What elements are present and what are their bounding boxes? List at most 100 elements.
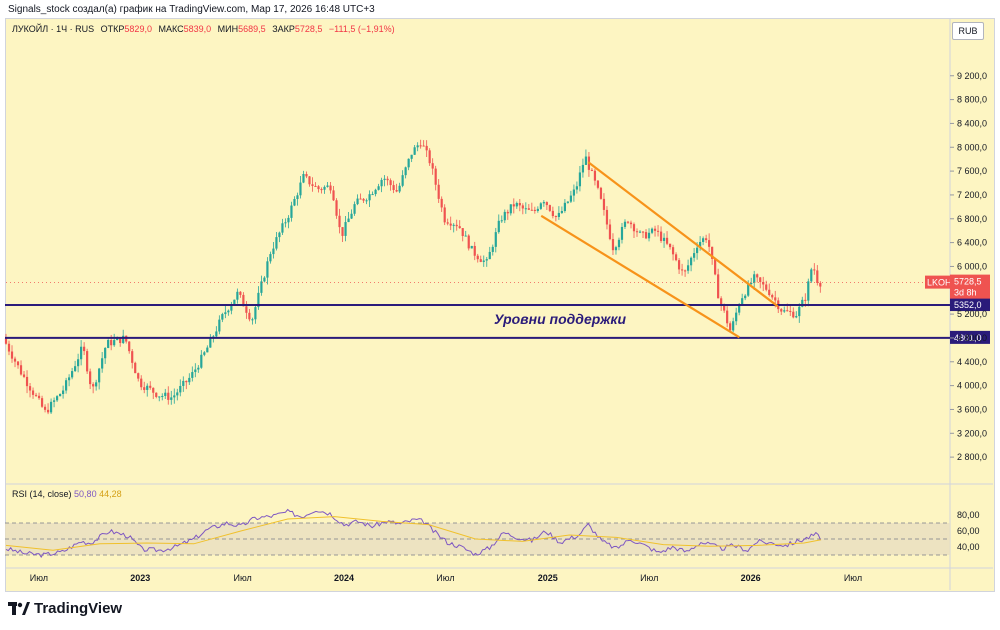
candle-body (233, 299, 236, 305)
candle-body (747, 283, 750, 296)
candle-body (128, 341, 131, 352)
candle-body (104, 347, 107, 359)
candle-body (446, 222, 449, 224)
candle-body (152, 387, 155, 393)
candle-body (356, 198, 359, 205)
candle-body (723, 304, 726, 311)
candle-body (440, 198, 443, 208)
candle-body (401, 175, 404, 186)
candle-body (732, 321, 735, 331)
candle-body (714, 258, 717, 275)
candle-body (702, 238, 705, 242)
candle-body (134, 362, 137, 374)
candle-body (83, 346, 86, 352)
y-tick-label: 8 800,0 (957, 95, 987, 105)
y-tick-label: 4 800,0 (957, 333, 987, 343)
candle-body (254, 307, 257, 320)
high-label: МАКС (158, 24, 184, 34)
candle-body (71, 371, 74, 378)
candle-body (98, 368, 101, 383)
candle-body (284, 222, 287, 224)
candle-body (536, 208, 539, 211)
candle-body (512, 204, 515, 207)
candle-body (19, 365, 23, 375)
candle-body (497, 220, 500, 233)
y-tick-label: 6 800,0 (957, 214, 987, 224)
candle-body (371, 194, 374, 196)
rsi-line (5, 508, 822, 559)
candle-body (43, 406, 47, 410)
candle-body (299, 182, 302, 196)
candle-body (819, 282, 822, 287)
candle-body (149, 385, 152, 388)
candle-body (611, 239, 615, 251)
candle-body (239, 291, 242, 295)
candle-body (182, 380, 185, 386)
candle-body (647, 232, 651, 239)
candle-body (383, 178, 386, 180)
y-tick-label: 4 000,0 (957, 381, 987, 391)
candle-body (738, 304, 741, 313)
candle-body (614, 247, 618, 251)
tradingview-logo[interactable]: TradingView (8, 600, 122, 617)
candle-body (560, 211, 563, 213)
candle-body (179, 385, 182, 393)
y-tick-label: 2 800,0 (957, 452, 987, 462)
candle-body (530, 209, 533, 211)
candle-body (563, 202, 566, 212)
candle-body (167, 392, 170, 400)
candle-body (317, 186, 320, 190)
candle-body (668, 243, 672, 248)
candle-body (488, 251, 491, 260)
candle-body (245, 306, 248, 313)
candle-body (251, 319, 254, 321)
candle-body (113, 340, 116, 346)
x-tick-label: Июл (30, 573, 48, 583)
candle-body (807, 281, 810, 301)
candle-body (783, 310, 786, 312)
candle-body (347, 218, 350, 223)
candle-body (545, 202, 548, 206)
candle-body (494, 232, 497, 247)
ticker-label: LKOH (927, 278, 952, 288)
rsi-legend: RSI (14, close) 50,80 44,28 (12, 489, 122, 499)
y-tick-label: 3 200,0 (957, 428, 987, 438)
candle-body (25, 376, 29, 387)
y-tick-label: 5 200,0 (957, 309, 987, 319)
candle-body (638, 231, 642, 233)
candle-body (203, 352, 206, 355)
x-tick-label: 2023 (130, 573, 150, 583)
candle-body (515, 203, 518, 207)
candle-body (458, 226, 461, 229)
rsi-label: RSI (14, close) (12, 489, 72, 499)
candle-body (227, 310, 230, 313)
candle-body (242, 294, 245, 307)
candle-body (443, 207, 446, 223)
candle-body (422, 145, 425, 147)
candle-body (46, 409, 50, 413)
high-value: 5839,0 (183, 24, 212, 34)
candle-body (10, 351, 14, 359)
candle-body (389, 180, 392, 186)
candle-body (419, 145, 422, 147)
candle-body (527, 208, 530, 210)
candle-body (236, 291, 239, 300)
candle-body (644, 232, 648, 239)
candle-body (557, 212, 560, 218)
candle-body (344, 222, 347, 236)
currency-button[interactable]: RUB (952, 22, 984, 40)
candle-body (804, 299, 807, 301)
candle-body (176, 392, 179, 396)
rsi-tick-label: 60,00 (957, 526, 980, 536)
candle-body (89, 371, 92, 385)
candle-body (335, 200, 338, 216)
candle-body (434, 168, 437, 185)
open-label: ОТКР (100, 24, 125, 34)
candle-body (689, 257, 693, 266)
candle-body (768, 289, 771, 295)
x-tick-label: Июл (233, 573, 251, 583)
candle-body (578, 172, 582, 187)
candle-body (801, 299, 804, 307)
y-tick-label: 8 400,0 (957, 118, 987, 128)
